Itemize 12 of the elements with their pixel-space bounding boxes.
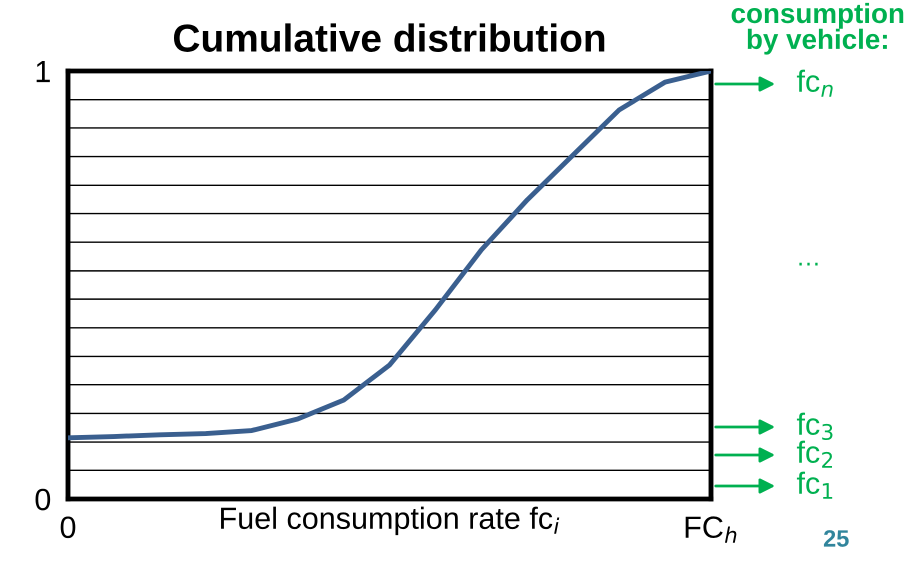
line-series [68, 71, 711, 440]
text: fc$_{2}$ [796, 440, 832, 468]
text: fc$_{1}$ [796, 472, 832, 499]
text: 25 [824, 530, 849, 547]
x-axis-title: Fuel consumption rate fc$_{i}$ [221, 506, 560, 536]
text: consumption by vehicle: [732, 2, 904, 55]
text: fc$_{n}$ [796, 70, 833, 97]
x-tick-label: FC$_{h}$ [686, 516, 736, 543]
text: fc$_{3}$ [796, 412, 832, 440]
y-tick-label: 1 [36, 61, 50, 82]
text: … [799, 262, 818, 266]
chart-title: Cumulative distribution [174, 23, 604, 52]
